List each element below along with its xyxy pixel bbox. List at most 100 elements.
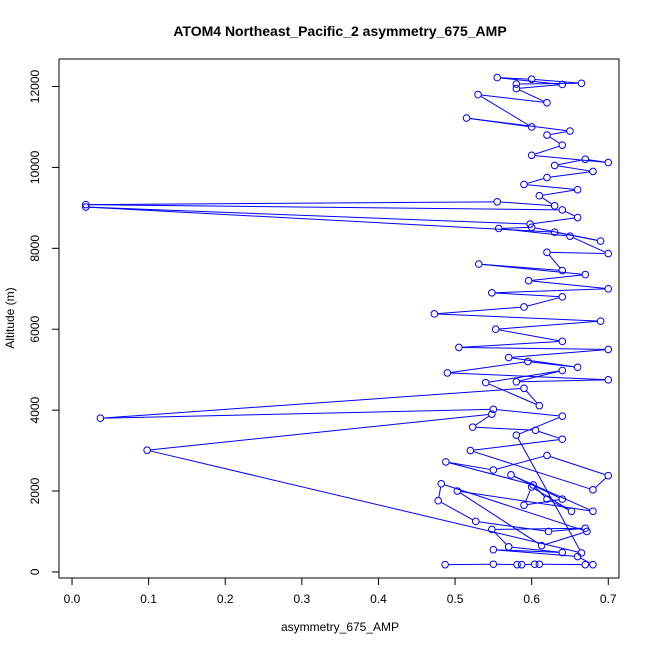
series-line-segment (440, 501, 474, 521)
chart-title: ATOM4 Northeast_Pacific_2 asymmetry_675_… (173, 23, 506, 39)
series-line-segment (534, 155, 606, 163)
x-tick-label: 0.6 (523, 592, 540, 606)
series-line-segment (519, 89, 545, 102)
data-point (604, 249, 613, 258)
series-line-segment (475, 426, 533, 431)
y-tick-label: 8000 (28, 235, 42, 262)
data-point (520, 180, 528, 189)
data-point (488, 289, 496, 297)
series-line-segment (89, 206, 552, 233)
data-point (535, 191, 544, 200)
series-line-segment (550, 251, 605, 255)
data-point (566, 127, 574, 135)
series-line-segment (480, 95, 530, 126)
data-point (442, 458, 450, 466)
series-line-segment (473, 451, 590, 490)
series-line-segment (533, 217, 575, 225)
x-axis-label: asymmetry_675_AMP (281, 620, 399, 634)
data-point (474, 90, 482, 99)
x-axis-ticks: 0.0 0.1 0.2 0.3 0.4 0.5 0.6 0.7 (64, 578, 617, 606)
x-tick-label: 0.4 (370, 592, 387, 606)
data-point (494, 224, 503, 233)
data-point (512, 431, 521, 440)
data-point (558, 435, 567, 444)
series-line-segment (500, 201, 552, 207)
series-line-segment (538, 430, 560, 439)
series-line-segment (450, 361, 525, 373)
data-point (550, 228, 559, 236)
series-line-segment (517, 437, 581, 551)
series-line-segment (549, 455, 606, 476)
data-point (535, 401, 544, 410)
data-point (604, 284, 613, 293)
data-point (531, 426, 540, 435)
data-point (558, 548, 567, 557)
x-tick-label: 0.1 (140, 592, 157, 606)
data-point (527, 151, 536, 160)
data-point (504, 353, 513, 362)
series-line-segment (572, 237, 606, 253)
data-point (481, 378, 490, 387)
data-point (581, 270, 590, 279)
series-line-segment (580, 557, 591, 564)
y-axis-label: Altitude (m) (3, 287, 17, 348)
data-point (468, 423, 477, 431)
series-line-segment (444, 484, 584, 531)
data-point (512, 80, 521, 88)
series-line-segment (527, 184, 575, 190)
data-point (434, 496, 443, 505)
series-line-segment (527, 177, 544, 184)
data-point (567, 507, 576, 516)
data-point (489, 405, 498, 414)
series-line-segment (495, 292, 560, 298)
series-line-segment (103, 388, 521, 419)
data-point (550, 161, 559, 170)
series-line-segment (525, 390, 538, 404)
data-point (577, 549, 586, 557)
series-line-segment (89, 206, 527, 225)
series-line-segment (488, 383, 537, 405)
y-tick-label: 12000 (28, 69, 42, 103)
data-point (82, 203, 90, 211)
data-point (589, 507, 597, 516)
data-point (535, 560, 544, 569)
series-line-segment (557, 165, 590, 172)
data-point (544, 527, 553, 536)
data-point (604, 471, 613, 480)
series-line-segment (531, 280, 606, 289)
data-point (543, 495, 551, 503)
data-point (573, 213, 582, 222)
data-point (543, 98, 551, 107)
series-line-segment (500, 77, 529, 80)
y-tick-label: 10000 (28, 150, 42, 184)
series-line-segment (496, 409, 560, 417)
series-line-segment (527, 297, 560, 307)
data-point (475, 260, 483, 268)
data-point (462, 114, 471, 122)
data-point (543, 451, 551, 460)
series-line-segment (150, 414, 489, 451)
data-point (529, 481, 537, 489)
data-point (430, 310, 439, 318)
data-point (513, 560, 521, 569)
data-point (526, 220, 534, 228)
data-point (558, 80, 567, 89)
series-line-segment (473, 439, 560, 451)
data-point (471, 517, 480, 526)
data-point (558, 141, 567, 149)
series-line-segment (551, 528, 583, 532)
data-point (543, 131, 551, 139)
series-line-segment (542, 189, 575, 196)
data-point (489, 466, 498, 474)
data-point (488, 525, 496, 534)
data-point (577, 79, 586, 88)
y-tick-label: 4000 (28, 396, 42, 423)
data-point (581, 155, 590, 164)
series-line-segment (495, 288, 605, 294)
data-point (581, 560, 590, 569)
data-point (489, 545, 498, 554)
data-point (537, 541, 546, 550)
series-line-segment (437, 313, 598, 322)
series-line-segment (595, 477, 607, 488)
